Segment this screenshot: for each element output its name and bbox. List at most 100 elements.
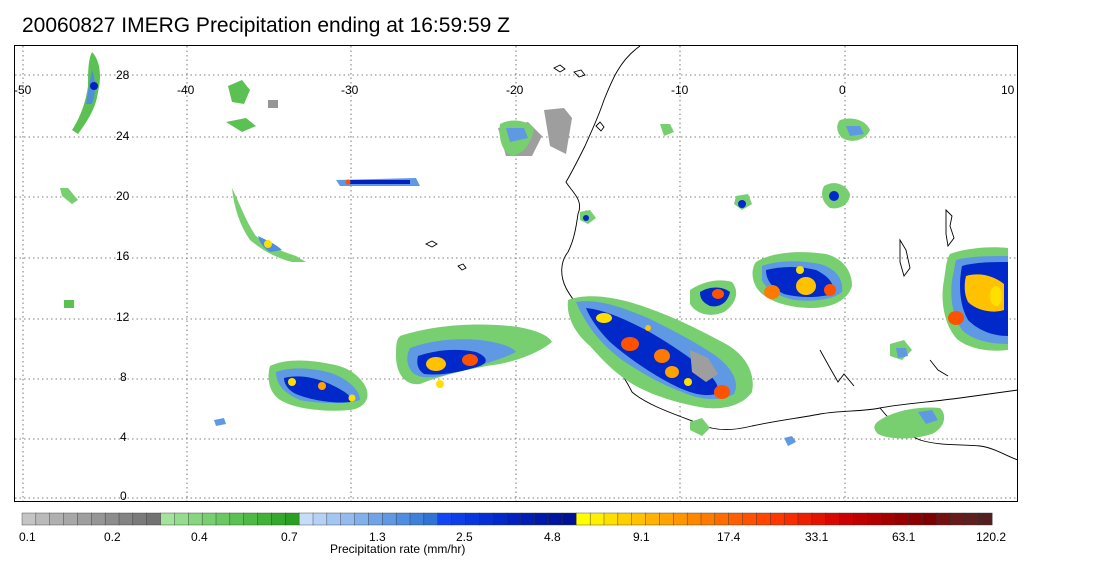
colorbar-swatch [492, 512, 508, 526]
colorbar-swatch [853, 512, 868, 526]
colorbar-swatch [49, 512, 64, 526]
lat-tick-label: 12 [116, 310, 130, 324]
colorbar-swatch [229, 512, 245, 526]
colorbar-swatch [742, 512, 757, 526]
colorbar-swatch [465, 512, 480, 526]
precip-cell [396, 324, 552, 388]
colorbar-swatch [174, 512, 189, 526]
island-coast-3 [553, 64, 566, 73]
colorbar-swatch [77, 512, 92, 526]
colorbar-swatch [686, 512, 702, 526]
precip-cell [60, 118, 945, 446]
colorbar-swatch [340, 512, 355, 526]
lat-tick-label: 20 [116, 189, 130, 203]
colorbar-swatch [825, 512, 840, 526]
colorbar-tick-label: 1.3 [369, 530, 386, 544]
colorbar-tick-label: 0.7 [281, 530, 298, 544]
lat-tick-label: 4 [120, 430, 127, 444]
colorbar-swatch [451, 512, 466, 526]
island-coast-1 [595, 121, 605, 132]
colorbar-swatch [520, 512, 536, 526]
colorbar [21, 512, 993, 526]
colorbar-tick-label: 33.1 [805, 530, 829, 544]
island-coast-6 [457, 263, 467, 271]
lon-tick-labels: -50 -40 -30 -20 -10 0 10 [14, 83, 1015, 97]
island-coast-5 [424, 240, 438, 248]
colorbar-swatch [63, 512, 78, 526]
colorbar-swatch [534, 512, 549, 526]
colorbar-swatch [395, 512, 411, 526]
colorbar-swatch [257, 512, 272, 526]
river-1 [819, 349, 855, 387]
colorbar-swatch [770, 512, 785, 526]
colorbar-swatch [617, 512, 633, 526]
lon-tick-label: 0 [839, 83, 846, 97]
colorbar-tick-label: 4.8 [544, 530, 561, 544]
lon-tick-label: 10 [1001, 83, 1015, 97]
colorbar-swatch [423, 512, 439, 526]
river-2 [929, 359, 949, 377]
lat-tick-label: 16 [116, 249, 130, 263]
colorbar-swatch [576, 512, 591, 526]
colorbar-swatch [714, 512, 730, 526]
precip-cell [336, 178, 420, 186]
lat-tick-label: 24 [116, 129, 130, 143]
colorbar-swatch [936, 512, 951, 526]
lat-tick-label: 0 [120, 489, 127, 503]
map-title: 20060827 IMERG Precipitation ending at 1… [22, 14, 510, 37]
precip-cell [72, 52, 100, 134]
colorbar-swatch [700, 512, 716, 526]
colorbar-swatch [631, 512, 646, 526]
precip-cell [942, 247, 1008, 351]
colorbar-swatch [659, 512, 674, 526]
colorbar-swatch [922, 512, 937, 526]
colorbar-swatch [104, 512, 120, 526]
colorbar-swatch [271, 512, 286, 526]
colorbar-tick-label: 0.2 [104, 530, 121, 544]
colorbar-swatch [160, 512, 175, 526]
colorbar-swatch [908, 512, 924, 526]
colorbar-swatch [118, 512, 134, 526]
colorbar-swatch [756, 512, 771, 526]
precipitation-field [60, 52, 1008, 446]
lon-tick-label: -50 [14, 83, 32, 97]
colorbar-swatch [382, 512, 397, 526]
colorbar-swatch [880, 512, 896, 526]
colorbar-swatch [201, 512, 217, 526]
colorbar-swatch [146, 512, 161, 526]
colorbar-units-label: Precipitation rate (mm/hr) [330, 542, 466, 556]
graticule [15, 46, 1017, 501]
colorbar-swatch [728, 512, 743, 526]
lon-tick-label: -30 [341, 83, 359, 97]
colorbar-tick-label: 0.1 [19, 530, 36, 544]
colorbar-swatch [839, 512, 854, 526]
lat-tick-label: 28 [116, 68, 130, 82]
colorbar-swatch [964, 512, 979, 526]
colorbar-swatch [132, 512, 148, 526]
colorbar-swatch [312, 512, 328, 526]
colorbar-tick-label: 0.4 [191, 530, 208, 544]
precip-cell [567, 296, 753, 409]
precip-cell [690, 280, 737, 315]
colorbar-tick-label: 17.4 [717, 530, 741, 544]
colorbar-swatch [562, 512, 577, 526]
colorbar-swatch [797, 512, 813, 526]
colorbar-swatch [298, 512, 314, 526]
lake-1 [945, 208, 955, 248]
colorbar-swatch [894, 512, 910, 526]
colorbar-swatch [783, 512, 799, 526]
precip-cell [226, 80, 278, 132]
colorbar-tick-label: 120.2 [976, 530, 1006, 544]
lat-tick-labels: 28 24 20 16 12 8 4 0 [116, 68, 130, 503]
colorbar-swatch [645, 512, 660, 526]
lake-2 [899, 238, 911, 277]
colorbar-swatch [673, 512, 688, 526]
colorbar-swatch [548, 512, 563, 526]
colorbar-swatch [603, 512, 619, 526]
precip-cell [752, 252, 852, 308]
colorbar-swatch [35, 512, 51, 526]
colorbar-swatch [867, 512, 882, 526]
colorbar-swatch [215, 512, 231, 526]
colorbar-swatch [326, 512, 342, 526]
